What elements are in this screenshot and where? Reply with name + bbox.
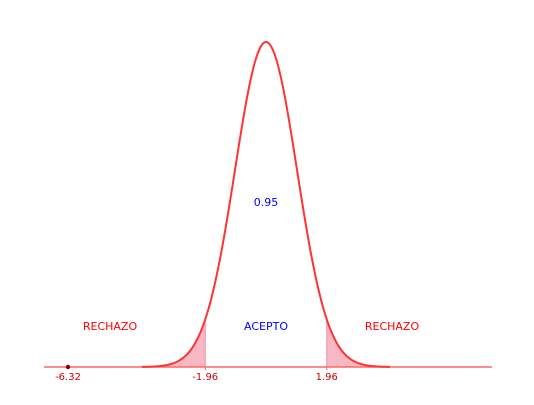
left-reject-label: RECHAZO (83, 320, 138, 333)
left-tail-region (142, 319, 206, 367)
right-tail-region (326, 319, 390, 367)
right-reject-label: RECHAZO (365, 320, 420, 333)
tick-label: 1.96 (316, 372, 338, 383)
marked-point (65, 364, 71, 370)
rejection-tails (142, 319, 390, 367)
tick-label: -6.32 (55, 372, 81, 383)
axis-ticks: -6.32 -1.96 1.96 (55, 367, 338, 383)
accept-label: ACEPTO (244, 320, 288, 333)
central-area-label: 0.95 (254, 196, 279, 209)
normal-curve (141, 40, 391, 368)
tick-label: -1.96 (192, 372, 218, 383)
